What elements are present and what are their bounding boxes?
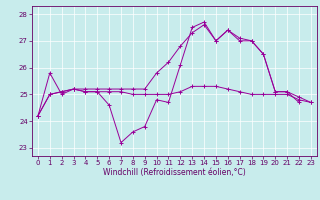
X-axis label: Windchill (Refroidissement éolien,°C): Windchill (Refroidissement éolien,°C) [103,168,246,177]
